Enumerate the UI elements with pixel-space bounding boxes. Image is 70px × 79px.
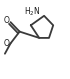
Text: O: O <box>3 16 9 25</box>
Text: H$_2$N: H$_2$N <box>24 6 40 18</box>
Text: O: O <box>3 39 9 48</box>
